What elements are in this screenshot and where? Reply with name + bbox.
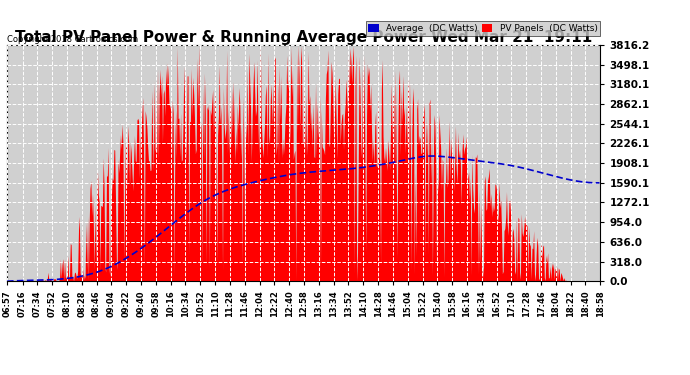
Text: Copyright 2018 Cartronics.com: Copyright 2018 Cartronics.com — [8, 35, 139, 44]
Title: Total PV Panel Power & Running Average Power Wed Mar 21  19:11: Total PV Panel Power & Running Average P… — [15, 30, 592, 45]
Legend: Average  (DC Watts), PV Panels  (DC Watts): Average (DC Watts), PV Panels (DC Watts) — [366, 21, 600, 36]
